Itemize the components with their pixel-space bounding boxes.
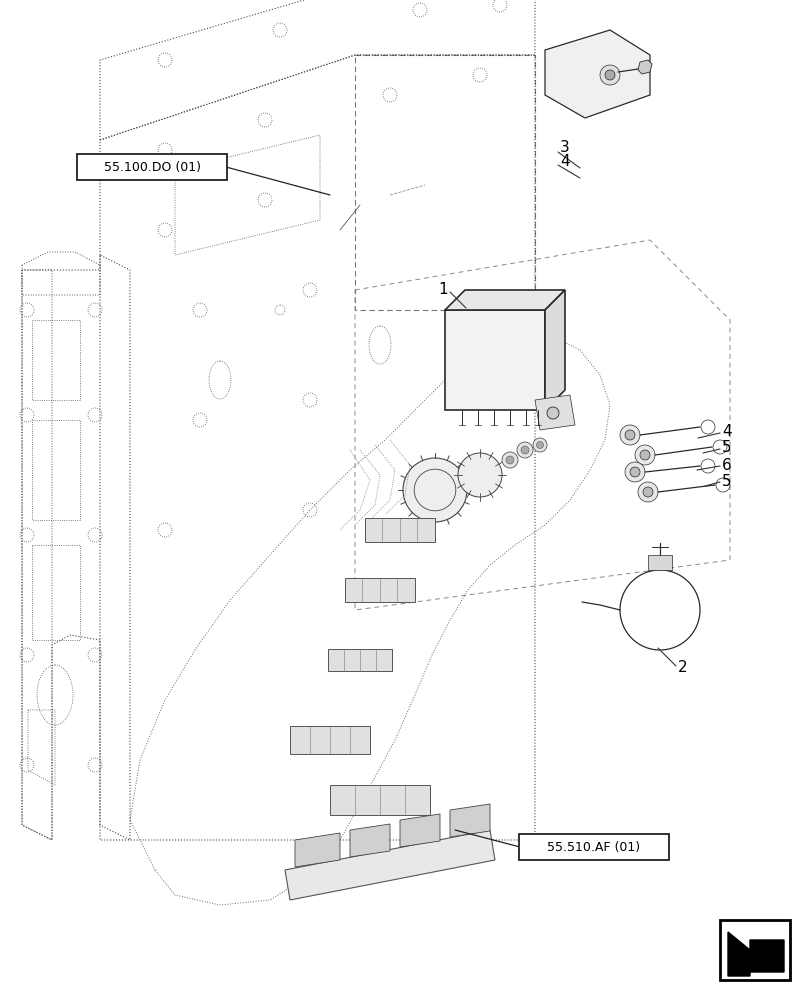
Text: 6: 6 [722,458,732,473]
Circle shape [625,430,635,440]
Polygon shape [328,649,392,671]
Polygon shape [638,60,652,74]
Polygon shape [285,830,495,900]
Text: 4: 4 [722,424,731,440]
Text: 5: 5 [722,440,731,456]
Polygon shape [345,578,415,602]
Text: 55.510.AF (01): 55.510.AF (01) [548,840,641,854]
Polygon shape [545,30,650,118]
Circle shape [502,452,518,468]
Circle shape [547,407,559,419]
Polygon shape [545,290,565,410]
Text: 4: 4 [560,154,570,169]
Polygon shape [350,824,390,857]
Circle shape [533,438,547,452]
Polygon shape [728,932,784,976]
Text: 3: 3 [560,140,570,155]
Circle shape [635,445,655,465]
Polygon shape [535,395,575,430]
Circle shape [506,456,514,464]
FancyBboxPatch shape [720,920,790,980]
Text: 2: 2 [678,660,688,676]
Circle shape [638,482,658,502]
Circle shape [458,453,502,497]
Text: 5: 5 [722,474,731,488]
Polygon shape [295,833,340,867]
Circle shape [620,425,640,445]
Circle shape [600,65,620,85]
Polygon shape [450,804,490,837]
Circle shape [625,462,645,482]
Polygon shape [648,555,672,570]
Circle shape [521,446,529,454]
Text: 55.100.DO (01): 55.100.DO (01) [103,160,200,174]
Circle shape [630,467,640,477]
Text: 1: 1 [439,282,448,298]
Circle shape [537,442,544,448]
Polygon shape [400,814,440,847]
Circle shape [640,450,650,460]
Polygon shape [365,518,435,542]
Circle shape [517,442,533,458]
Polygon shape [445,290,565,310]
Circle shape [643,487,653,497]
Polygon shape [290,726,370,754]
Polygon shape [445,310,545,410]
Circle shape [605,70,615,80]
FancyBboxPatch shape [519,834,669,860]
Circle shape [403,458,467,522]
Polygon shape [330,785,430,815]
FancyBboxPatch shape [77,154,227,180]
